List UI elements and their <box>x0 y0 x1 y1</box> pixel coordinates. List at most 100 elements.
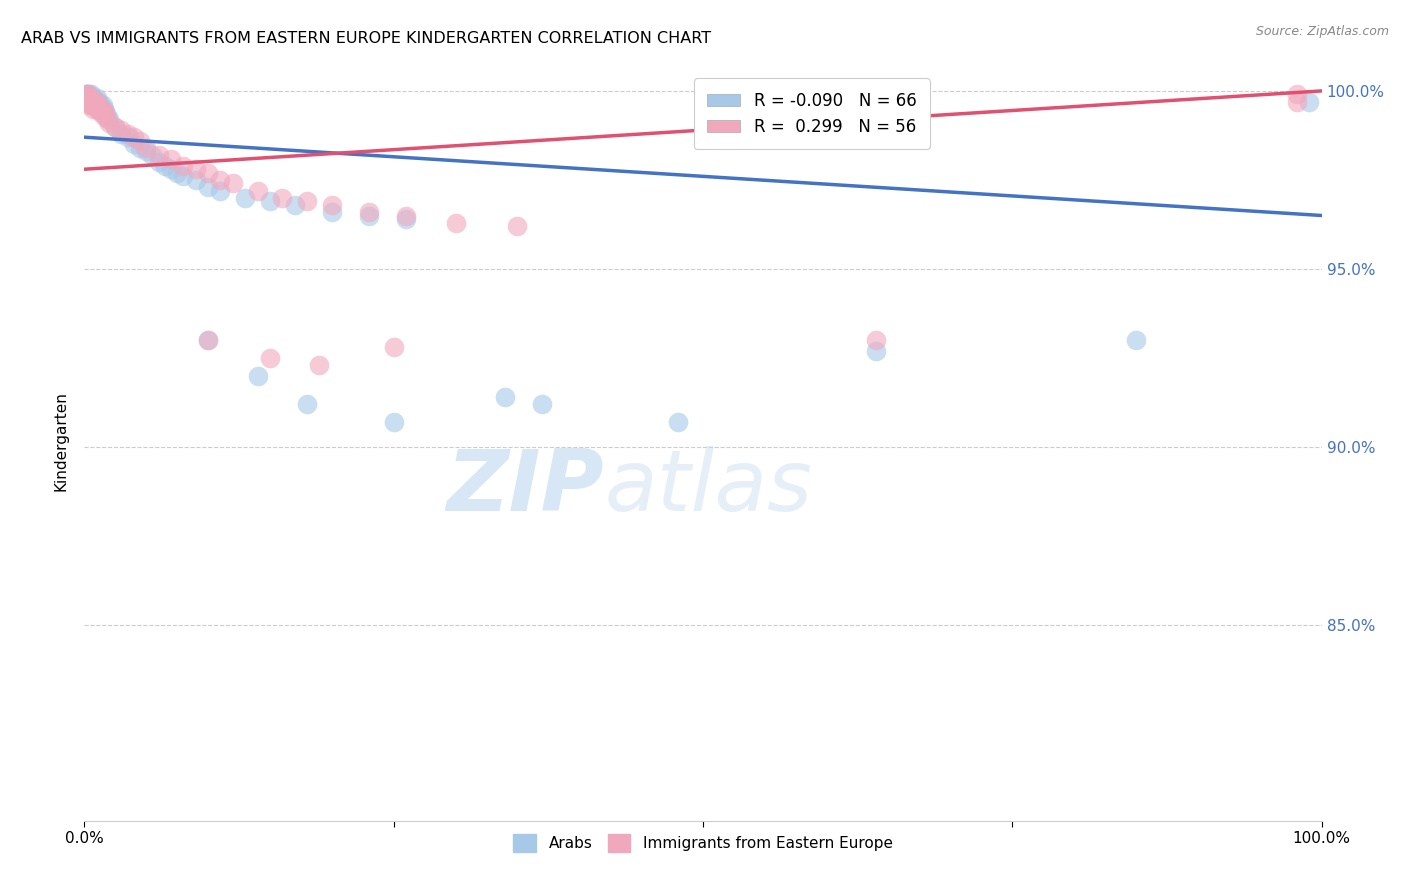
Point <box>90 102 112 116</box>
Text: atlas: atlas <box>605 445 813 529</box>
Point <box>295 397 318 411</box>
Point <box>84 98 107 112</box>
Point <box>129 134 152 148</box>
Point <box>91 105 114 120</box>
Point <box>494 390 516 404</box>
Point <box>444 216 467 230</box>
Point <box>865 333 887 347</box>
Point <box>153 159 176 173</box>
Point <box>110 123 132 137</box>
Point <box>93 102 115 116</box>
Point <box>117 127 139 141</box>
Point <box>77 87 100 102</box>
Point <box>89 95 111 109</box>
Point <box>77 87 100 102</box>
Point <box>166 166 188 180</box>
Point <box>531 397 554 411</box>
Point <box>83 95 105 109</box>
Point <box>96 109 118 123</box>
Point <box>271 191 294 205</box>
Point <box>83 91 105 105</box>
Point <box>382 340 405 354</box>
Point <box>94 105 117 120</box>
Point <box>117 130 139 145</box>
Point <box>79 98 101 112</box>
Point <box>86 91 108 105</box>
Point <box>259 194 281 209</box>
Point <box>395 209 418 223</box>
Point <box>75 87 97 102</box>
Point <box>184 173 207 187</box>
Point <box>93 109 115 123</box>
Point <box>87 98 110 112</box>
Point <box>98 116 121 130</box>
Point <box>197 180 219 194</box>
Point <box>89 98 111 112</box>
Point <box>506 219 529 234</box>
Point <box>79 95 101 109</box>
Point <box>79 87 101 102</box>
Point <box>1285 95 1308 109</box>
Point <box>79 87 101 102</box>
Point <box>395 212 418 227</box>
Point <box>77 95 100 109</box>
Text: ARAB VS IMMIGRANTS FROM EASTERN EUROPE KINDERGARTEN CORRELATION CHART: ARAB VS IMMIGRANTS FROM EASTERN EUROPE K… <box>21 31 711 46</box>
Point <box>91 105 114 120</box>
Point <box>160 162 183 177</box>
Point <box>82 102 104 116</box>
Point <box>79 91 101 105</box>
Point <box>80 95 103 109</box>
Point <box>110 127 132 141</box>
Point <box>80 91 103 105</box>
Point <box>86 95 108 109</box>
Point <box>84 95 107 109</box>
Point <box>86 95 108 109</box>
Point <box>197 333 219 347</box>
Point <box>129 141 152 155</box>
Point <box>75 87 97 102</box>
Point <box>79 91 101 105</box>
Point <box>209 173 232 187</box>
Text: Source: ZipAtlas.com: Source: ZipAtlas.com <box>1256 25 1389 38</box>
Point <box>87 102 110 116</box>
Point <box>79 91 101 105</box>
Point <box>209 184 232 198</box>
Point <box>382 415 405 429</box>
Point <box>76 91 98 105</box>
Point <box>197 333 219 347</box>
Point <box>122 137 145 152</box>
Point <box>94 105 117 120</box>
Point <box>865 343 887 358</box>
Point <box>122 130 145 145</box>
Point <box>80 98 103 112</box>
Point <box>357 209 380 223</box>
Point <box>135 145 157 159</box>
Point <box>135 141 157 155</box>
Point <box>82 98 104 112</box>
Point <box>160 152 183 166</box>
Point <box>84 98 107 112</box>
Point <box>148 155 170 169</box>
Point <box>308 358 330 372</box>
Point <box>357 205 380 219</box>
Point <box>76 95 98 109</box>
Point <box>104 120 127 134</box>
Text: ZIP: ZIP <box>446 445 605 529</box>
Point <box>76 91 98 105</box>
Point <box>89 102 111 116</box>
Point <box>246 368 269 383</box>
Point <box>172 159 194 173</box>
Point <box>91 98 114 112</box>
Point <box>82 91 104 105</box>
Point <box>184 162 207 177</box>
Point <box>90 102 112 116</box>
Point <box>222 177 245 191</box>
Point <box>197 166 219 180</box>
Point <box>246 184 269 198</box>
Point <box>1125 333 1147 347</box>
Point <box>1298 95 1320 109</box>
Point <box>79 95 101 109</box>
Point <box>82 95 104 109</box>
Point <box>141 148 163 162</box>
Point <box>86 102 108 116</box>
